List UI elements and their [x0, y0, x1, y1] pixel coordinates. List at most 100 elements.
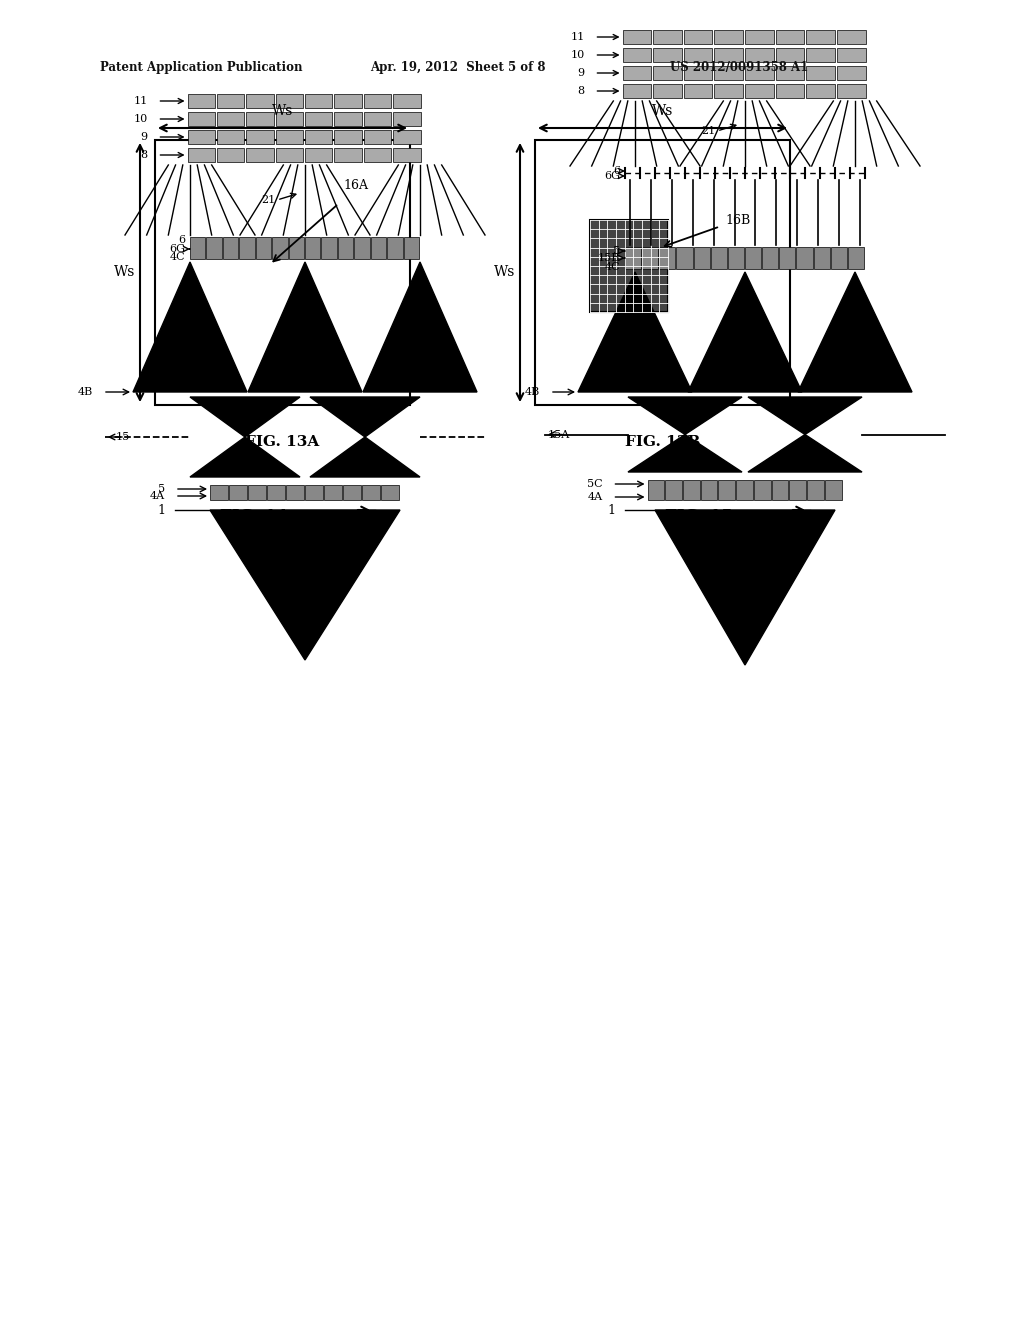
Bar: [187, 94, 215, 108]
Bar: [246, 112, 273, 125]
Bar: [275, 148, 303, 162]
Bar: [535, 140, 790, 405]
Bar: [322, 238, 337, 259]
Polygon shape: [628, 397, 742, 434]
Text: 10: 10: [570, 50, 585, 59]
Bar: [775, 66, 804, 81]
Polygon shape: [748, 397, 862, 434]
Bar: [362, 484, 380, 500]
Bar: [223, 238, 239, 259]
Bar: [824, 480, 842, 500]
Bar: [653, 84, 682, 98]
Bar: [775, 30, 804, 44]
Text: 15B: 15B: [598, 253, 620, 263]
Bar: [387, 238, 402, 259]
Bar: [354, 238, 370, 259]
Text: 5C: 5C: [587, 479, 602, 488]
Text: 10: 10: [133, 114, 147, 124]
Polygon shape: [310, 437, 420, 477]
Bar: [305, 484, 323, 500]
Bar: [684, 30, 713, 44]
Bar: [683, 480, 699, 500]
Text: Patent Application Publication: Patent Application Publication: [100, 62, 302, 74]
Text: 8: 8: [578, 86, 585, 96]
Bar: [715, 84, 743, 98]
Text: 4B: 4B: [524, 387, 540, 397]
Bar: [217, 112, 245, 125]
Bar: [653, 30, 682, 44]
Bar: [814, 247, 829, 269]
Bar: [286, 484, 304, 500]
Bar: [806, 66, 835, 81]
Text: Ws: Ws: [114, 265, 135, 280]
Polygon shape: [310, 397, 420, 437]
Text: 9: 9: [140, 132, 147, 143]
Text: 4B: 4B: [78, 387, 93, 397]
Text: 4A: 4A: [588, 492, 602, 502]
Bar: [807, 480, 823, 500]
Polygon shape: [688, 272, 802, 392]
Text: US 2012/0091358 A1: US 2012/0091358 A1: [670, 62, 808, 74]
Bar: [256, 238, 271, 259]
Bar: [335, 148, 361, 162]
Text: 21: 21: [700, 125, 715, 136]
Bar: [217, 129, 245, 144]
Text: 21: 21: [261, 195, 275, 205]
Bar: [762, 247, 778, 269]
Bar: [187, 112, 215, 125]
Text: 6: 6: [178, 235, 185, 246]
Polygon shape: [628, 434, 742, 473]
Bar: [267, 484, 285, 500]
Bar: [775, 48, 804, 62]
Text: 6: 6: [613, 166, 620, 176]
Bar: [364, 148, 391, 162]
Bar: [393, 148, 421, 162]
Bar: [364, 94, 391, 108]
Bar: [246, 148, 273, 162]
Bar: [246, 94, 273, 108]
Bar: [736, 480, 753, 500]
Bar: [754, 480, 771, 500]
Polygon shape: [362, 261, 477, 392]
Polygon shape: [210, 510, 400, 660]
Text: 5: 5: [613, 246, 620, 256]
Bar: [207, 238, 222, 259]
Bar: [837, 30, 865, 44]
Text: FIG. 13A: FIG. 13A: [246, 436, 319, 449]
Bar: [715, 48, 743, 62]
Text: FIG. 14: FIG. 14: [220, 508, 288, 525]
Bar: [772, 480, 788, 500]
Bar: [623, 30, 651, 44]
Bar: [305, 94, 333, 108]
Bar: [403, 238, 419, 259]
Bar: [837, 48, 865, 62]
Text: Ws: Ws: [494, 265, 515, 280]
Bar: [305, 112, 333, 125]
Text: 6G: 6G: [169, 244, 185, 253]
Bar: [715, 30, 743, 44]
Bar: [700, 480, 718, 500]
Bar: [248, 484, 266, 500]
Bar: [275, 129, 303, 144]
Bar: [848, 247, 864, 269]
Bar: [653, 48, 682, 62]
Bar: [797, 247, 813, 269]
Bar: [272, 238, 288, 259]
Bar: [775, 84, 804, 98]
Polygon shape: [190, 437, 300, 477]
Bar: [187, 148, 215, 162]
Bar: [745, 48, 773, 62]
Text: 1: 1: [157, 503, 165, 516]
Bar: [779, 247, 796, 269]
Bar: [666, 480, 682, 500]
Bar: [684, 48, 713, 62]
Bar: [806, 84, 835, 98]
Bar: [240, 238, 255, 259]
Bar: [338, 238, 353, 259]
Bar: [719, 480, 735, 500]
Bar: [364, 129, 391, 144]
Bar: [371, 238, 386, 259]
Text: 1: 1: [607, 503, 615, 516]
Text: 11: 11: [570, 32, 585, 42]
Bar: [659, 247, 676, 269]
